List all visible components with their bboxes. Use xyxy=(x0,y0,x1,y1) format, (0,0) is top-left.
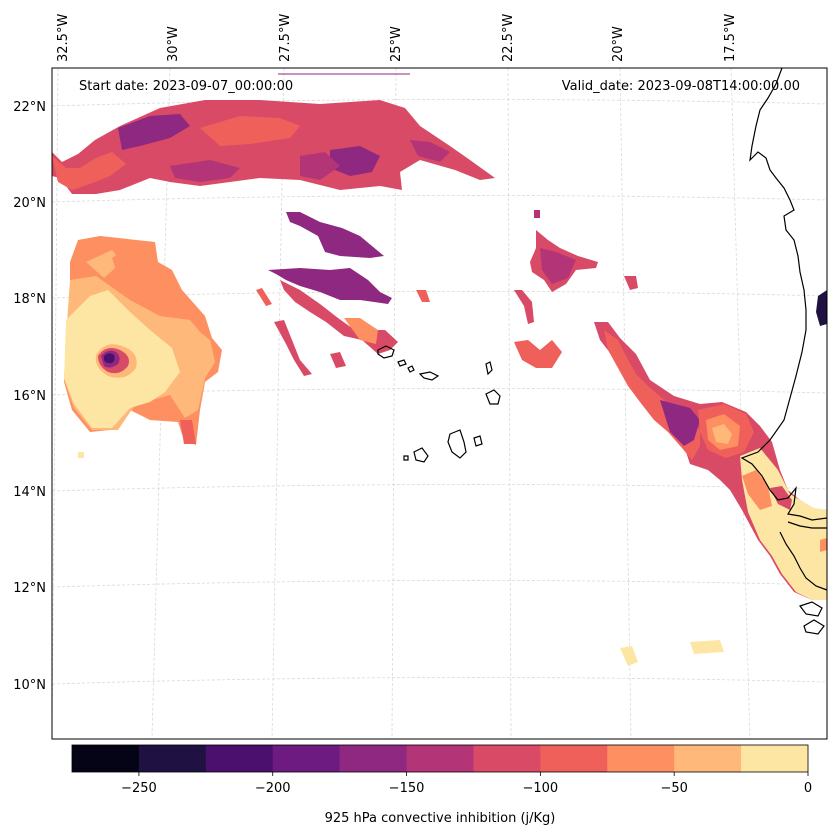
start-date-label: Start date: 2023-09-07_00:00:00 xyxy=(79,79,293,94)
cin-region-central-cells xyxy=(256,212,430,376)
lon-label: 27.5°W xyxy=(278,14,293,62)
lon-label: 22.5°W xyxy=(501,14,516,62)
colorbar-tick-label: −200 xyxy=(255,781,291,796)
lat-label: 22°N xyxy=(13,100,46,115)
cape-verde-sao-vicente xyxy=(397,359,407,367)
colorbar-swatch xyxy=(72,745,140,772)
colorbar-swatch xyxy=(473,745,541,772)
colorbar-swatch xyxy=(540,745,608,772)
longitude-labels: 32.5°W 30°W 27.5°W 25°W 22.5°W 20°W 17.5… xyxy=(56,14,738,62)
cin-region-north-band xyxy=(52,100,495,194)
map-frame xyxy=(51,67,828,740)
cape-verde-sal xyxy=(485,361,493,376)
lat-label: 12°N xyxy=(13,581,46,596)
lat-label: 20°N xyxy=(13,196,46,211)
colorbar: −250 −200 −150 −100 −50 0 925 hPa convective … xyxy=(71,744,812,826)
cape-verde-santiago xyxy=(447,429,467,459)
colorbar-swatch xyxy=(406,745,474,772)
cin-contour-fill xyxy=(52,100,827,666)
colorbar-swatch xyxy=(741,745,809,772)
colorbar-swatch xyxy=(138,745,207,772)
colorbar-swatch xyxy=(272,745,341,772)
valid-date-label: Valid_date: 2023-09-08T14:00:00.00 xyxy=(562,79,800,94)
lat-label: 10°N xyxy=(13,678,46,693)
coastlines xyxy=(377,67,828,635)
cape-verde-boa-vista xyxy=(485,389,501,405)
colorbar-swatch xyxy=(205,745,274,772)
cape-verde-maio xyxy=(473,435,483,447)
colorbar-ticks: −250 −200 −150 −100 −50 0 xyxy=(121,772,812,796)
colorbar-swatches xyxy=(72,745,809,772)
colorbar-tick-label: −50 xyxy=(660,781,687,796)
lat-label: 18°N xyxy=(13,292,46,307)
colorbar-tick-label: −150 xyxy=(389,781,425,796)
colorbar-swatch xyxy=(674,745,742,772)
cape-verde-santa-luzia xyxy=(407,365,415,373)
colorbar-tick-label: 0 xyxy=(804,781,812,796)
cape-verde-santo-antao xyxy=(377,345,395,359)
lon-label: 17.5°W xyxy=(723,14,738,62)
cin-region-east-cells xyxy=(514,210,638,368)
africa-coastline xyxy=(740,67,828,591)
latitude-labels: 22°N 20°N 18°N 16°N 14°N 12°N 10°N xyxy=(13,100,46,693)
guinea-bissau-islands xyxy=(799,601,825,635)
lat-label: 14°N xyxy=(13,485,46,500)
cape-verde-sao-nicolau xyxy=(418,371,440,381)
cin-region-coastal-band xyxy=(594,290,827,666)
colorbar-swatch xyxy=(339,745,408,772)
lat-label: 16°N xyxy=(13,389,46,404)
lon-label: 30°W xyxy=(166,26,181,62)
cape-verde-fogo xyxy=(413,447,429,463)
colorbar-tick-label: −100 xyxy=(523,781,559,796)
colorbar-frame xyxy=(71,744,809,773)
cin-region-west-system xyxy=(64,236,222,458)
colorbar-swatch xyxy=(607,745,675,772)
lon-label: 25°W xyxy=(389,26,404,62)
lon-label: 32.5°W xyxy=(56,14,71,62)
cape-verde-brava xyxy=(403,455,409,461)
map-panel xyxy=(51,67,828,740)
lon-label: 20°W xyxy=(611,26,626,62)
colorbar-tick-label: −250 xyxy=(121,781,157,796)
colorbar-title: 925 hPa convective inhibition (j/Kg) xyxy=(325,811,556,826)
